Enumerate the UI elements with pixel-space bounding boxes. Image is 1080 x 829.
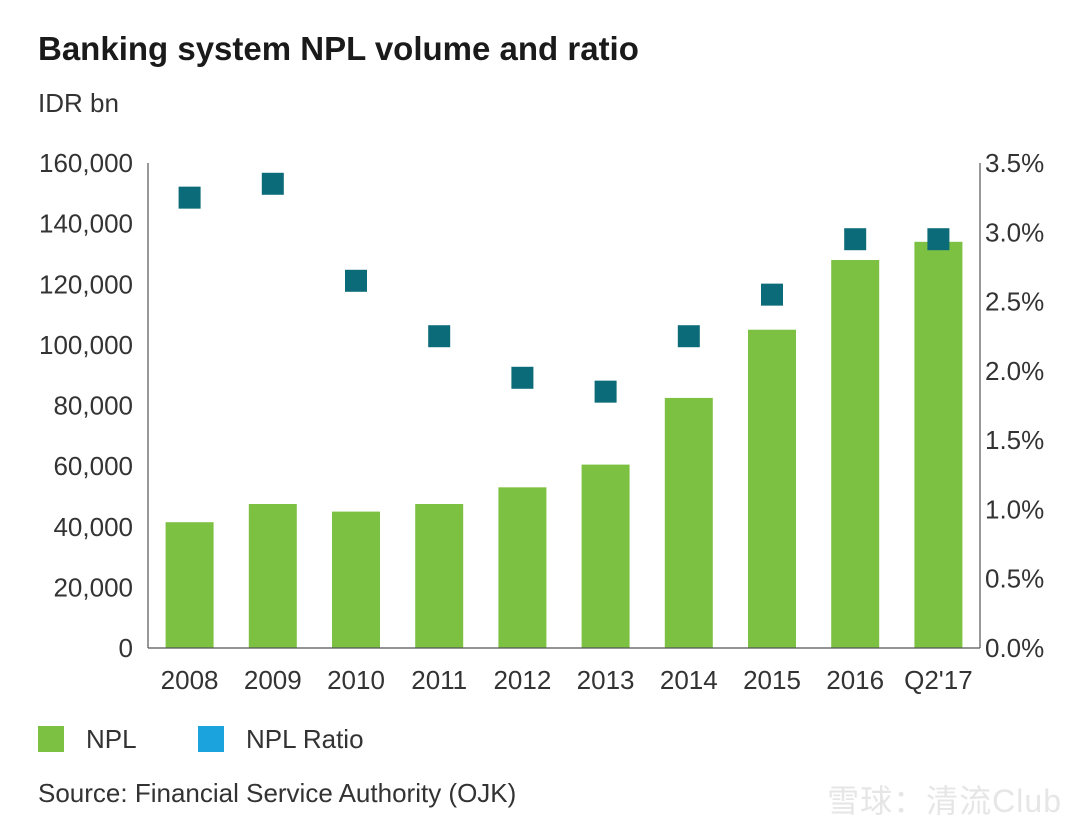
marker-npl-ratio-2016 <box>844 228 867 251</box>
y-tick-left-label: 100,000 <box>39 330 133 360</box>
y-tick-left-label: 0 <box>119 633 133 663</box>
y-tick-left-label: 160,000 <box>39 148 133 178</box>
bar-npl-2016 <box>831 260 880 648</box>
bar-npl-2008 <box>165 522 214 648</box>
x-tick-label: 2011 <box>411 665 467 695</box>
bar-npl-2010 <box>332 511 380 648</box>
x-tick-label: 2016 <box>826 665 884 695</box>
bar-npl-2009 <box>248 504 297 648</box>
y-tick-right-label: 0.5% <box>985 564 1044 594</box>
y-tick-right-label: 0.0% <box>985 633 1044 663</box>
marker-npl-ratio-2014 <box>677 325 700 348</box>
bar-npl-2013 <box>581 464 630 648</box>
x-tick-label: Q2'17 <box>904 665 973 695</box>
y-tick-left-label: 140,000 <box>39 209 133 239</box>
marker-npl-ratio-2008 <box>178 186 201 209</box>
bar-npl-Q2'17 <box>914 241 963 648</box>
bar-npl-2011 <box>415 504 464 648</box>
y-tick-left-label: 120,000 <box>39 269 133 299</box>
bar-npl-2012 <box>498 487 547 648</box>
marker-npl-ratio-2012 <box>511 366 534 389</box>
legend-swatch-npl <box>38 726 64 752</box>
x-tick-label: 2009 <box>244 665 302 695</box>
x-tick-label: 2013 <box>577 665 635 695</box>
y-tick-left-label: 80,000 <box>53 391 133 421</box>
y-axis-unit-label: IDR bn <box>38 88 119 118</box>
x-tick-label: 2008 <box>161 665 219 695</box>
y-tick-left-label: 40,000 <box>53 512 133 542</box>
legend-item-npl-ratio: NPL Ratio <box>198 722 364 756</box>
y-tick-right-label: 1.0% <box>985 494 1044 524</box>
x-tick-label: 2014 <box>660 665 718 695</box>
x-tick-label: 2012 <box>493 665 551 695</box>
marker-npl-ratio-2015 <box>761 283 783 306</box>
bar-npl-2014 <box>664 397 713 648</box>
watermark: 雪球：清流Club <box>827 783 1062 819</box>
x-tick-label: 2015 <box>743 665 801 695</box>
y-tick-right-label: 3.5% <box>985 148 1044 178</box>
y-tick-right-label: 3.0% <box>985 217 1044 247</box>
y-tick-left-label: 20,000 <box>53 572 133 602</box>
legend-item-npl: NPL <box>38 722 137 756</box>
marker-npl-ratio-2011 <box>428 325 451 348</box>
legend-swatch-npl-ratio <box>198 726 224 752</box>
y-tick-right-label: 1.5% <box>985 425 1044 455</box>
x-tick-label: 2010 <box>327 665 385 695</box>
legend-label-npl: NPL <box>86 723 137 754</box>
marker-npl-ratio-2010 <box>345 269 367 292</box>
bar-npl-2015 <box>748 329 796 648</box>
y-tick-right-label: 2.0% <box>985 356 1044 386</box>
y-tick-right-label: 2.5% <box>985 287 1044 317</box>
y-tick-left-label: 60,000 <box>53 451 133 481</box>
legend-label-npl-ratio: NPL Ratio <box>246 723 364 754</box>
marker-npl-ratio-2009 <box>261 172 284 195</box>
marker-npl-ratio-2013 <box>594 380 617 403</box>
chart-title: Banking system NPL volume and ratio <box>38 30 639 67</box>
source-note: Source: Financial Service Authority (OJK… <box>38 778 517 808</box>
marker-npl-ratio-Q2'17 <box>927 228 950 251</box>
